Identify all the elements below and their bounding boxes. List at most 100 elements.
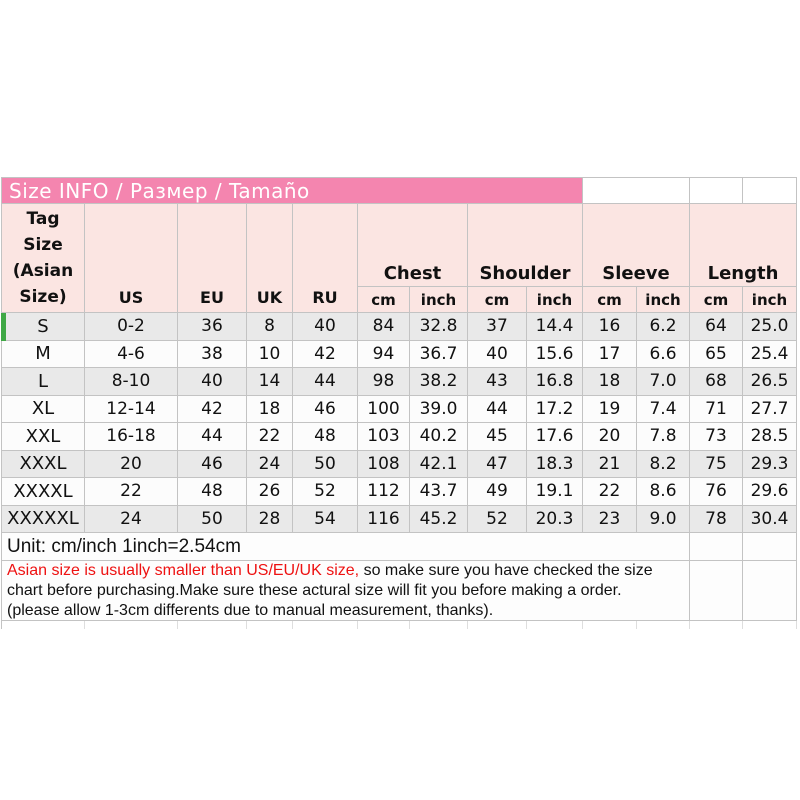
size-row-xl: XL 12-14 42 18 46 100 39.0 44 17.2 19 7.… [2,395,797,423]
size-cell: 36.7 [410,340,468,368]
size-cell: 18.3 [527,450,583,478]
size-cell: 50 [293,450,358,478]
size-cell: 38 [178,340,247,368]
size-cell: 16-18 [85,423,178,451]
size-cell: 7.0 [637,368,690,396]
header-chest: Chest [358,204,468,287]
size-row-xxxxxl: XXXXXL 24 50 28 54 116 45.2 52 20.3 23 9… [2,505,797,533]
gridline-stub [293,621,358,629]
size-cell: 26.5 [743,368,797,396]
header-chest-inch: inch [410,287,468,313]
size-row-xxxxl: XXXXL 22 48 26 52 112 43.7 49 19.1 22 8.… [2,478,797,506]
size-cell: 52 [293,478,358,506]
size-cell: 28.5 [743,423,797,451]
size-row-s: S 0-2 36 8 40 84 32.8 37 14.4 16 6.2 64 … [2,313,797,341]
size-cell: 103 [358,423,410,451]
empty-cell [743,561,797,621]
size-cell: 84 [358,313,410,341]
size-cell: 75 [690,450,743,478]
banner-row: Size INFO / Размер / Tamaño [2,178,797,204]
size-label-cell: XXXL [2,450,85,478]
size-cell: 43.7 [410,478,468,506]
size-cell: 76 [690,478,743,506]
gridline-stub [178,621,247,629]
size-cell: 0-2 [85,313,178,341]
banner-title: Size INFO / Размер / Tamaño [2,178,583,204]
size-cell: 6.2 [637,313,690,341]
header-shoulder-cm: cm [468,287,527,313]
size-label-cell: M [2,340,85,368]
row-selection-marker [1,313,6,341]
size-cell: 49 [468,478,527,506]
size-cell: 19 [583,395,637,423]
size-label-cell: L [2,368,85,396]
size-cell: 21 [583,450,637,478]
empty-cell [690,561,743,621]
size-row-l: L 8-10 40 14 44 98 38.2 43 16.8 18 7.0 6… [2,368,797,396]
size-cell: 25.4 [743,340,797,368]
size-cell: 65 [690,340,743,368]
size-cell: 25.0 [743,313,797,341]
size-cell: 39.0 [410,395,468,423]
size-warning-text: Asian size is usually smaller than US/EU… [7,561,659,620]
empty-cell [743,533,797,561]
size-cell: 20 [85,450,178,478]
size-cell: 20.3 [527,505,583,533]
size-cell: 32.8 [410,313,468,341]
size-cell: 116 [358,505,410,533]
size-cell: 36 [178,313,247,341]
size-cell: 29.6 [743,478,797,506]
size-cell: 37 [468,313,527,341]
unit-row: Unit: cm/inch 1inch=2.54cm [2,533,797,561]
size-cell: 45.2 [410,505,468,533]
size-warning-note: Asian size is usually smaller than US/EU… [2,561,690,621]
size-cell: 12-14 [85,395,178,423]
size-cell: 15.6 [527,340,583,368]
size-row-xxl: XXL 16-18 44 22 48 103 40.2 45 17.6 20 7… [2,423,797,451]
gridline-stub [468,621,527,629]
gridline-stub-row [2,621,797,629]
size-cell: 50 [178,505,247,533]
size-cell: 98 [358,368,410,396]
header-ru: RU [293,204,358,313]
size-label-cell: XL [2,395,85,423]
size-cell: 40 [293,313,358,341]
header-eu: EU [178,204,247,313]
size-cell: 40 [468,340,527,368]
size-cell: 8 [247,313,293,341]
size-cell: 48 [178,478,247,506]
size-cell: 52 [468,505,527,533]
size-cell: 71 [690,395,743,423]
empty-cell [690,533,743,561]
size-cell: 22 [85,478,178,506]
size-cell: 18 [247,395,293,423]
size-cell: 94 [358,340,410,368]
warning-black-text: so make sure you have checked the size c… [7,562,653,619]
size-cell: 46 [293,395,358,423]
size-cell: 14.4 [527,313,583,341]
size-cell: 40.2 [410,423,468,451]
size-chart-table: Size INFO / Размер / Tamaño Tag Size (As… [1,177,797,629]
header-sleeve-inch: inch [637,287,690,313]
header-us: US [85,204,178,313]
size-cell: 112 [358,478,410,506]
size-cell: 22 [247,423,293,451]
warning-red-text: Asian size is usually smaller than US/EU… [7,562,360,579]
size-label-cell: S [2,313,85,341]
banner-empty-cell [583,178,690,204]
size-cell: 28 [247,505,293,533]
size-cell: 18 [583,368,637,396]
size-cell: 44 [293,368,358,396]
size-cell: 42 [178,395,247,423]
size-cell: 7.8 [637,423,690,451]
header-tag-size: Tag Size (Asian Size) [2,204,85,313]
banner-empty-cell [743,178,797,204]
header-length: Length [690,204,797,287]
gridline-stub [583,621,637,629]
banner-empty-cell [690,178,743,204]
gridline-stub [637,621,690,629]
size-cell: 20 [583,423,637,451]
size-cell: 14 [247,368,293,396]
size-cell: 42.1 [410,450,468,478]
size-cell: 16.8 [527,368,583,396]
